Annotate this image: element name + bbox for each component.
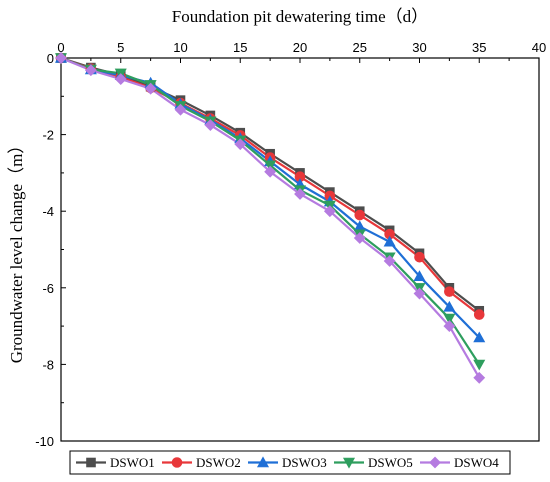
- data-point: [414, 251, 425, 263]
- legend-label: DSWO5: [368, 455, 413, 470]
- data-point: [323, 205, 336, 218]
- data-point: [473, 331, 486, 343]
- x-axis-title: Foundation pit dewatering time（d）: [172, 7, 428, 26]
- legend-box: [69, 450, 511, 475]
- data-point: [234, 138, 247, 151]
- legend-label: DSWO3: [282, 455, 327, 470]
- legend-label: DSWO4: [454, 455, 499, 470]
- legend-swatch-marker: [86, 457, 96, 468]
- legend-entry-dswo3: DSWO3: [248, 455, 327, 470]
- y-tick-label: 0: [47, 51, 54, 66]
- y-axis-title: Groundwater level change（m）: [7, 137, 26, 364]
- data-point: [443, 313, 456, 325]
- series-points-dswo5: [54, 53, 486, 371]
- legend-swatch-marker: [342, 457, 356, 469]
- data-point: [353, 232, 366, 244]
- data-point: [383, 235, 396, 247]
- legend-swatch-marker: [256, 456, 270, 468]
- x-tick-label: 5: [117, 40, 124, 55]
- y-tick-label: -10: [35, 434, 54, 449]
- data-point: [204, 119, 217, 131]
- series-points-dswo4: [55, 52, 486, 384]
- legend-label: DSWO2: [196, 455, 241, 470]
- data-point: [174, 103, 187, 116]
- data-point: [55, 52, 67, 64]
- legend-entry-dswo2: DSWO2: [162, 455, 241, 470]
- legend-entry-dswo4: DSWO4: [420, 455, 499, 470]
- legend-swatch-marker: [171, 457, 183, 468]
- x-tick-label: 25: [353, 40, 367, 55]
- data-point: [473, 359, 486, 371]
- x-tick-label: 10: [173, 40, 187, 55]
- data-point: [294, 188, 306, 200]
- data-point: [264, 160, 277, 172]
- data-point: [144, 82, 157, 95]
- legend-label: DSWO1: [110, 455, 155, 470]
- series-line-dswo5: [60, 56, 481, 365]
- y-tick-label: -2: [42, 128, 54, 143]
- data-point: [383, 255, 396, 267]
- series-line-dswo4: [60, 56, 481, 379]
- data-point: [413, 270, 426, 282]
- legend-entry-dswo1: DSWO1: [76, 455, 155, 470]
- x-tick-label: 35: [472, 40, 486, 55]
- series-markers: [54, 51, 486, 384]
- legend-entry-dswo5: DSWO5: [334, 455, 413, 470]
- data-point: [443, 320, 456, 333]
- legend-swatch-marker: [429, 456, 441, 469]
- data-point: [444, 286, 455, 297]
- data-point: [473, 371, 486, 384]
- x-tick-label: 20: [293, 40, 307, 55]
- data-point: [84, 64, 97, 77]
- x-tick-label: 15: [233, 40, 247, 55]
- plot-area-frame: [60, 57, 540, 442]
- x-tick-label: 40: [532, 40, 546, 55]
- data-point: [443, 300, 456, 312]
- y-tick-label: -8: [42, 357, 54, 372]
- series-lines: [60, 56, 481, 379]
- data-point: [473, 309, 485, 320]
- data-point: [114, 73, 127, 85]
- axis-ticks: 0 5 10 15 20 25 30 35 40 0 -2 -4 -6 -8 -10: [35, 40, 546, 449]
- x-tick-label: 0: [57, 40, 64, 55]
- x-tick-label: 30: [412, 40, 426, 55]
- y-tick-label: -6: [42, 281, 54, 296]
- legend: DSWO1 DSWO2 DSWO3 DSWO5 DSWO4: [69, 450, 511, 475]
- data-point: [354, 209, 366, 221]
- data-point: [413, 287, 426, 300]
- data-point: [264, 165, 277, 178]
- y-tick-label: -4: [42, 204, 54, 219]
